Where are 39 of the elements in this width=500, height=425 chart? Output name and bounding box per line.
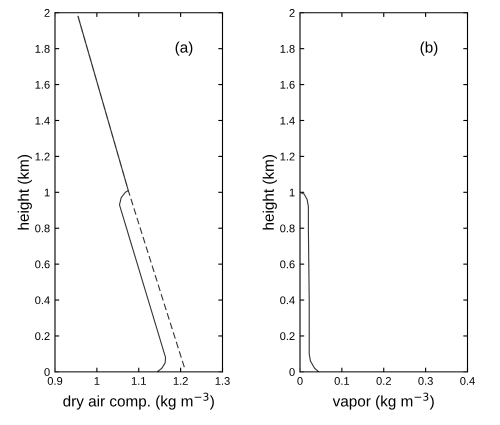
annotation: (a)	[176, 42, 192, 56]
y-tick-label: 0	[289, 368, 295, 376]
y-tick-label: 0.4	[280, 296, 295, 304]
y-tick-label: 1	[290, 188, 295, 196]
x-tick-label: 0.4	[460, 377, 475, 385]
annotation: (b)	[420, 42, 438, 56]
x-axis-title: vapor (kg m$^{−3}$)	[332, 392, 434, 410]
x-tick-label: 1.3	[216, 377, 230, 385]
line-series	[300, 192, 320, 372]
x-tick-label: 0.9	[48, 377, 62, 385]
x-tick-label: 1.1	[132, 377, 146, 385]
y-tick-label: 2	[290, 9, 295, 17]
y-tick-label: 1.8	[280, 44, 295, 53]
x-tick-label: 0.1	[334, 377, 350, 385]
y-tick-label: 1.6	[36, 80, 50, 89]
y-tick-label: 1.2	[36, 152, 50, 160]
y-tick-label: 0.8	[280, 224, 295, 232]
x-tick-label: 1	[94, 377, 100, 385]
x-tick-label: 0.3	[418, 377, 433, 385]
y-axis-title: height (km)	[262, 155, 277, 230]
y-tick-label: 0.6	[35, 260, 50, 268]
y-tick-label: 0.8	[35, 224, 50, 232]
x-tick-label: 1.2	[174, 377, 188, 385]
y-tick-label: 1.4	[36, 116, 50, 125]
y-tick-label: 0.2	[280, 332, 295, 340]
y-tick-label: 0.2	[35, 332, 50, 340]
x-tick-label: 0.2	[376, 377, 391, 385]
y-tick-label: 1	[44, 188, 50, 196]
y-tick-label: 1.6	[280, 80, 295, 89]
y-tick-label: 0.4	[35, 296, 50, 304]
y-tick-label: 2	[44, 9, 50, 17]
y-tick-label: 0	[44, 368, 50, 376]
y-axis-title: height (km)	[18, 155, 32, 230]
y-tick-label: 0.6	[280, 260, 295, 268]
x-tick-label: 0	[297, 377, 303, 385]
y-tick-label: 1.2	[280, 152, 295, 160]
y-tick-label: 1.4	[280, 116, 295, 125]
y-tick-label: 1.8	[36, 44, 50, 53]
x-axis-title: dry air comp. (kg m$^{−3}$)	[63, 392, 214, 410]
